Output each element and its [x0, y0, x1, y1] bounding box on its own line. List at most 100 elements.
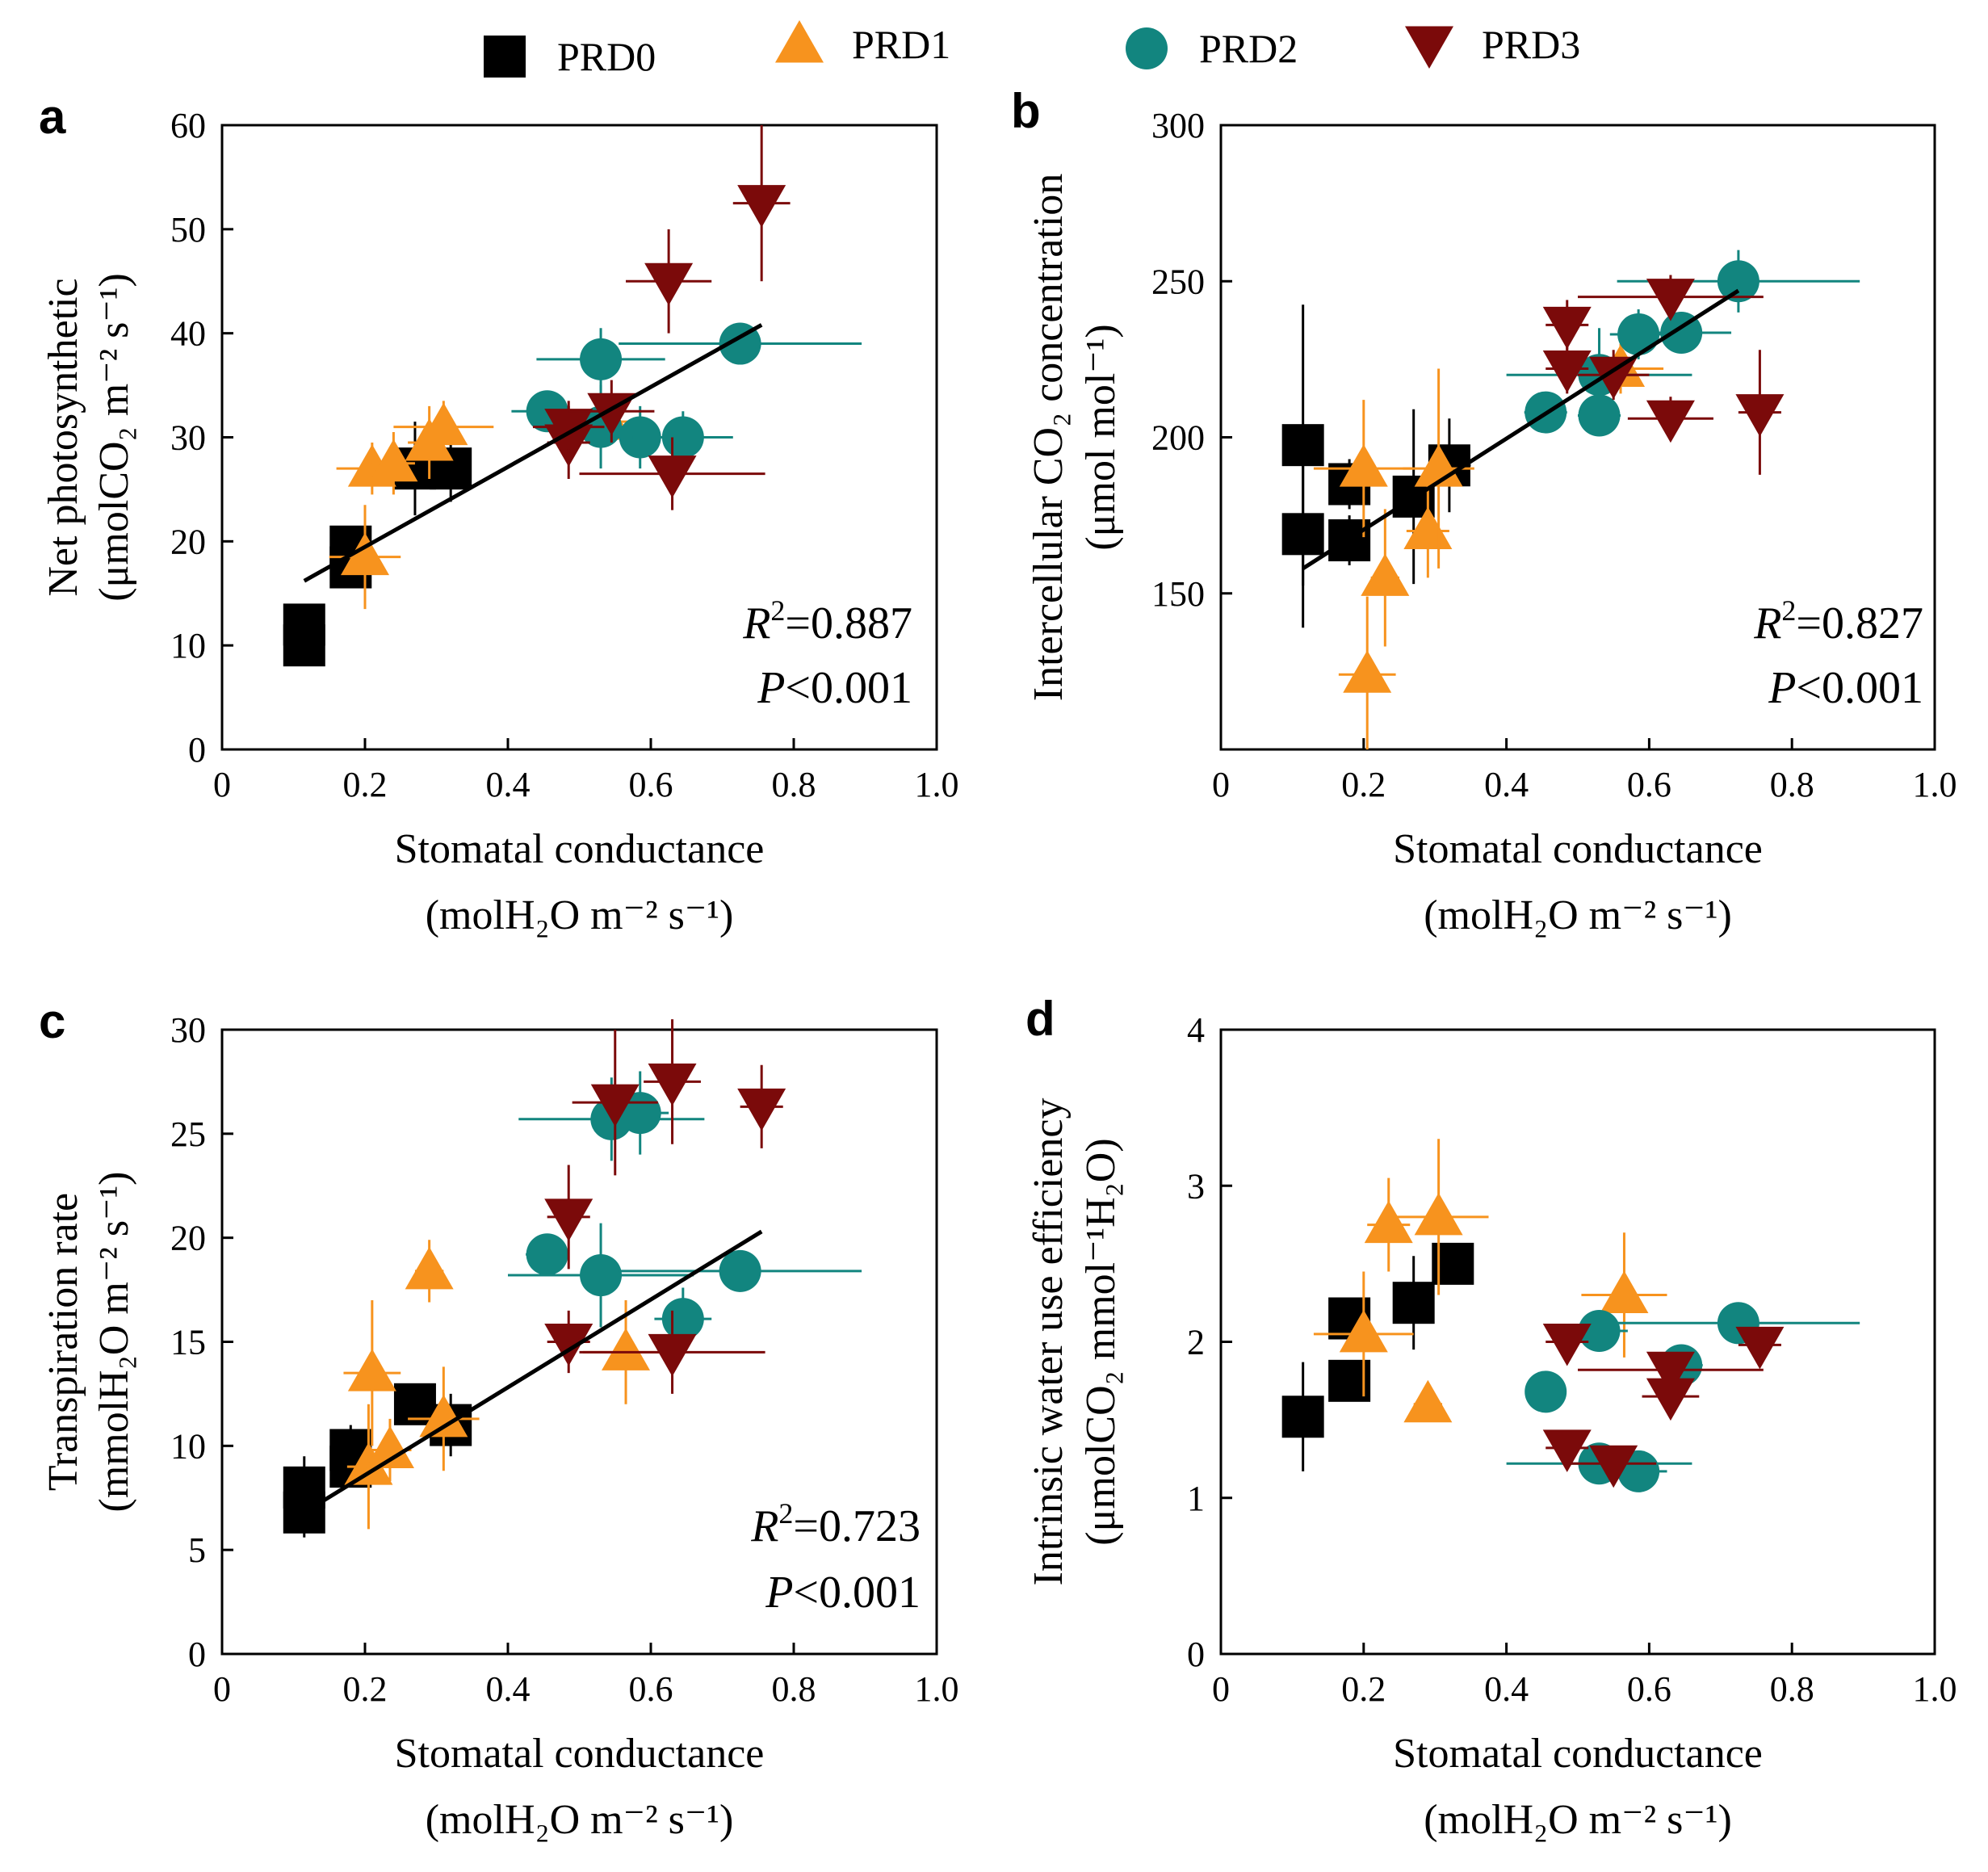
data-layer	[283, 125, 862, 667]
data-point	[1646, 1351, 1695, 1395]
data-layer	[1281, 1139, 1860, 1492]
data-point	[719, 1249, 761, 1292]
data-point	[1578, 1309, 1621, 1352]
x-tick-label: 1.0	[915, 1669, 959, 1709]
y-tick-label: 0	[188, 730, 206, 770]
data-point	[544, 1198, 593, 1241]
data-point	[1542, 350, 1592, 393]
data-point	[580, 1254, 623, 1297]
legend-label: PRD3	[1482, 22, 1580, 67]
data-point	[419, 1394, 468, 1438]
x-axis-unit: (molH₂O m⁻² s⁻¹)	[1424, 892, 1732, 938]
x-tick-label: 0.6	[1627, 765, 1671, 804]
series-prd0	[1281, 1242, 1474, 1471]
r-squared-label: R2=0.827	[1753, 594, 1923, 648]
data-point	[737, 185, 786, 228]
data-point	[1600, 1270, 1649, 1314]
legend: PRD0 PRD1 PRD2 PRD3	[484, 20, 1580, 79]
data-point	[1339, 444, 1388, 487]
x-tick-label: 0.4	[486, 1669, 531, 1709]
panel-letter: d	[1025, 992, 1055, 1046]
y-tick-label: 20	[170, 1219, 206, 1258]
data-point	[648, 1063, 697, 1106]
x-tick-label: 0.2	[1341, 1669, 1386, 1709]
data-point	[1364, 1200, 1413, 1244]
data-point	[1403, 506, 1453, 549]
legend-item-prd0: PRD0	[484, 34, 656, 79]
y-tick-label: 10	[170, 1426, 206, 1466]
series-prd3	[1542, 1324, 1785, 1488]
data-point	[544, 1324, 593, 1366]
data-point	[1339, 1309, 1388, 1353]
y-tick-label: 300	[1151, 106, 1205, 145]
data-point	[1589, 356, 1638, 400]
y-axis-unit: (μmolCO₂ mmol⁻¹H₂O)	[1078, 1138, 1124, 1545]
data-point	[1525, 1370, 1567, 1413]
data-point	[1646, 400, 1695, 443]
panel-letter: c	[39, 994, 65, 1048]
panel-letter: b	[1011, 84, 1041, 138]
data-point	[602, 1328, 651, 1370]
data-point	[1717, 260, 1759, 303]
y-axis-unit: (μmolCO₂ m⁻² s⁻¹)	[91, 273, 137, 602]
y-tick-label: 50	[170, 210, 206, 250]
data-point	[1646, 1378, 1695, 1421]
x-tick-label: 0	[213, 765, 231, 804]
x-tick-label: 0.8	[1770, 1669, 1814, 1709]
x-tick-label: 0.8	[772, 765, 816, 804]
y-tick-label: 25	[170, 1114, 206, 1154]
data-point	[1361, 553, 1410, 596]
panel-letter: a	[39, 90, 66, 144]
y-tick-label: 200	[1151, 418, 1205, 458]
x-tick-label: 0.2	[343, 765, 388, 804]
y-tick-label: 0	[1187, 1635, 1205, 1674]
square-icon	[484, 36, 526, 78]
y-tick-label: 3	[1187, 1166, 1205, 1206]
y-tick-label: 60	[170, 106, 206, 145]
x-axis-title: Stomatal conductance	[1393, 1731, 1763, 1777]
y-tick-label: 4	[1187, 1010, 1205, 1050]
panel-b: b 0 0.2 0.4 0.6 0.8 1.0 150 200 250 300 Stomatal co…	[1011, 84, 1957, 938]
y-axis-title: Transpiration rate	[40, 1193, 86, 1491]
legend-item-prd1: PRD1	[775, 20, 950, 67]
circle-icon	[1126, 27, 1168, 69]
series-prd3	[532, 125, 791, 510]
regression-line	[303, 1229, 763, 1514]
data-point	[405, 1246, 454, 1290]
legend-label: PRD2	[1199, 26, 1298, 71]
y-tick-label: 40	[170, 314, 206, 354]
x-axis-title: Stomatal conductance	[1393, 826, 1763, 872]
series-prd3	[544, 1019, 786, 1394]
data-point	[283, 603, 325, 646]
data-point	[347, 1349, 396, 1391]
data-layer	[283, 1019, 862, 1538]
r-squared-label: R2=0.723	[750, 1497, 921, 1551]
legend-item-prd2: PRD2	[1126, 26, 1298, 71]
y-tick-label: 5	[188, 1530, 206, 1570]
x-tick-label: 0.2	[343, 1669, 388, 1709]
x-axis-title: Stomatal conductance	[395, 826, 765, 872]
data-point	[661, 1298, 704, 1341]
data-point	[283, 1466, 325, 1509]
triangle-down-icon	[1405, 26, 1453, 69]
data-point	[1735, 1326, 1785, 1370]
data-point	[1343, 650, 1392, 693]
regression-line	[1302, 288, 1740, 570]
data-point	[1589, 1445, 1638, 1488]
data-point	[1414, 1192, 1463, 1236]
y-tick-label: 30	[170, 1010, 206, 1050]
x-tick-label: 1.0	[1913, 765, 1957, 804]
data-point	[661, 416, 704, 459]
plot-frame	[1219, 124, 1936, 751]
y-axis-unit: (μmol mol⁻¹)	[1078, 324, 1124, 550]
x-tick-label: 0.2	[1341, 765, 1386, 804]
legend-label: PRD0	[557, 34, 656, 79]
series-prd3	[1542, 275, 1785, 475]
data-point	[1403, 1379, 1453, 1423]
y-axis-unit: (mmolH₂O m⁻² s⁻¹)	[91, 1172, 137, 1513]
x-tick-label: 0	[213, 1669, 231, 1709]
data-point	[1281, 513, 1324, 556]
panel-d: d 0 0.2 0.4 0.6 0.8 1.0 0 1 2 3 4 Stomatal conductan…	[1025, 992, 1957, 1843]
y-tick-label: 2	[1187, 1323, 1205, 1362]
